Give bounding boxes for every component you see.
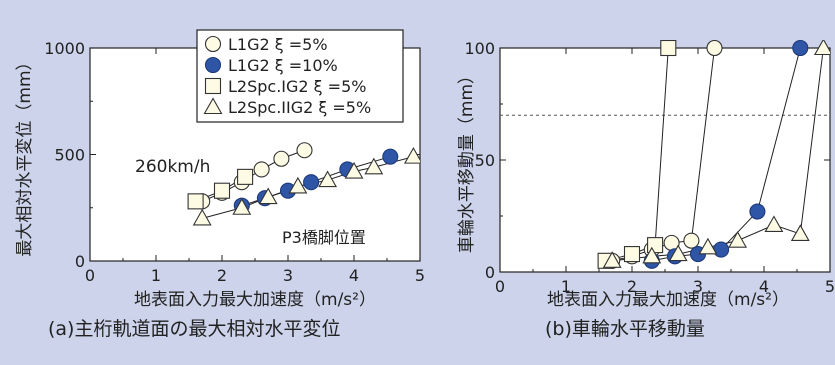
- x-tick-label: 2: [627, 277, 637, 296]
- y-tick-label: 100: [464, 39, 495, 58]
- data-point-series-3: [344, 161, 364, 179]
- data-point-series-2: [237, 168, 254, 185]
- data-point-series-2: [187, 193, 204, 210]
- legend-items: L1G2 ξ =5% L1G2 ξ =10% L2Spc.IG2 ξ =5% L2Sp…: [203, 35, 371, 117]
- chart-b-caption: (b)車輪水平移動量: [545, 318, 705, 340]
- chart-b-marks: [597, 40, 830, 269]
- data-point-series-3: [642, 246, 662, 264]
- x-tick-label: 3: [693, 277, 703, 296]
- x-tick-label: 0: [85, 266, 95, 285]
- x-tick-label: 4: [349, 266, 359, 285]
- chart-a-annotation-speed: 260km/h: [135, 157, 210, 177]
- data-point-series-3: [698, 237, 718, 255]
- chart-b-plot-area: [499, 47, 831, 273]
- data-point-series-0: [706, 40, 723, 57]
- x-tick-label: 3: [283, 266, 293, 285]
- legend-marker-3: [203, 97, 223, 115]
- chart-a-ylabel: 最大相対水平変位（mm）: [15, 53, 35, 256]
- data-point-series-3: [764, 215, 784, 233]
- legend-label-0: L1G2 ξ =5%: [228, 35, 328, 54]
- data-point-series-0: [683, 232, 700, 249]
- data-point-series-0: [273, 150, 290, 167]
- data-point-series-2: [623, 246, 641, 263]
- legend-marker-1: [204, 56, 222, 74]
- legend-marker-0: [204, 35, 222, 53]
- legend-label-3: L2Spc.IIG2 ξ =5%: [228, 98, 371, 117]
- data-point-series-3: [192, 208, 212, 226]
- chart-b-xlabel: 地表面入力最大加速度（m/s²）: [547, 290, 789, 310]
- chart-a-tick-labels: 0 1 2 3 4 5 0 500 1000: [44, 39, 425, 285]
- data-point-series-1: [303, 174, 320, 191]
- x-tick-label: 2: [217, 266, 227, 285]
- chart-a-xlabel: 地表面入力最大加速度（m/s²）: [134, 290, 376, 310]
- data-point-series-3: [668, 244, 688, 262]
- data-point-series-1: [713, 241, 730, 258]
- chart-b-ylabel: 車輪水平移動量（mm）: [457, 67, 477, 253]
- data-point-series-3: [813, 40, 830, 56]
- data-point-series-3: [403, 147, 420, 164]
- legend-label-1: L1G2 ξ =10%: [228, 56, 338, 75]
- data-point-series-3: [288, 176, 308, 194]
- data-point-series-2: [660, 40, 677, 57]
- x-tick-label: 4: [759, 277, 769, 296]
- legend-marker-2: [204, 77, 222, 95]
- data-point-series-0: [253, 161, 270, 178]
- x-tick-label: 5: [825, 277, 835, 296]
- legend: L1G2 ξ =5% L1G2 ξ =10% L2Spc.IG2 ξ =5% L2Sp…: [196, 29, 404, 123]
- data-point-series-1: [749, 203, 766, 220]
- x-tick-label: 1: [561, 277, 571, 296]
- x-tick-label: 0: [495, 277, 505, 296]
- chart-a-annotation-pier: P3橋脚位置: [282, 228, 366, 247]
- chart-a-marks: [187, 142, 420, 226]
- data-point-series-3: [364, 157, 384, 175]
- x-tick-label: 5: [415, 266, 425, 285]
- y-tick-label: 500: [54, 146, 85, 165]
- data-point-series-1: [382, 148, 399, 165]
- data-point-series-2: [213, 182, 231, 199]
- data-point-series-3: [232, 198, 252, 215]
- legend-box: [196, 29, 404, 123]
- y-tick-label: 0: [485, 263, 495, 282]
- data-point-series-3: [258, 187, 278, 205]
- y-tick-label: 0: [75, 252, 85, 271]
- chart-a-caption: (a)主桁軌道面の最大相対水平変位: [48, 318, 341, 340]
- data-point-series-0: [296, 142, 313, 159]
- data-point-series-1: [792, 40, 809, 57]
- y-tick-label: 1000: [44, 39, 85, 58]
- y-tick-label: 50: [475, 151, 495, 170]
- x-tick-label: 1: [151, 266, 161, 285]
- data-point-series-3: [602, 251, 622, 268]
- data-point-series-3: [790, 224, 810, 241]
- data-point-series-3: [728, 231, 748, 248]
- data-point-series-3: [318, 170, 338, 188]
- legend-label-2: L2Spc.IG2 ξ =5%: [228, 77, 366, 96]
- chart-a: 0 1 2 3 4 5 0 500 1000 地表面入力最大加速度（m/s²） 最大相対水平変位…: [15, 29, 425, 310]
